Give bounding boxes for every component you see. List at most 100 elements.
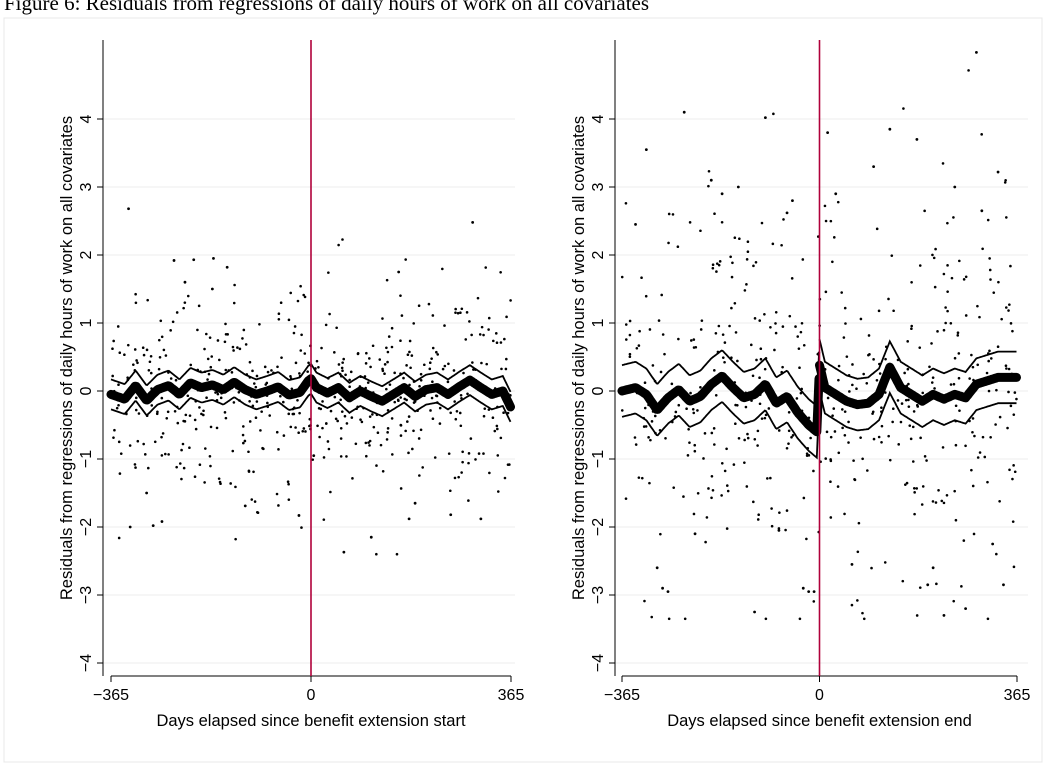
scatter-point (707, 169, 711, 173)
scatter-point (643, 599, 646, 603)
scatter-point (243, 439, 247, 443)
scatter-point (324, 323, 328, 327)
scatter-point (209, 464, 212, 468)
y-tick-label: −4 (78, 654, 95, 672)
scatter-point (180, 448, 183, 452)
scatter-point (683, 617, 687, 621)
y-tick-label: −2 (78, 518, 95, 536)
scatter-point (1011, 520, 1015, 523)
scatter-point (867, 334, 871, 337)
scatter-point (186, 394, 190, 398)
scatter-point (341, 238, 344, 241)
scatter-point (205, 332, 208, 336)
scatter-point (842, 336, 846, 339)
scatter-point (248, 399, 251, 403)
scatter-point (840, 291, 843, 294)
gridlines-right (615, 118, 1028, 664)
scatter-point (760, 221, 764, 225)
scatter-point (921, 391, 925, 395)
scatter-point (648, 328, 652, 331)
y-tick-label: −3 (590, 586, 607, 604)
scatter-point (367, 441, 370, 444)
scatter-point (691, 407, 695, 411)
scatter-point (930, 381, 934, 384)
scatter-point (393, 400, 397, 404)
scatter-point (843, 512, 846, 516)
scatter-point (971, 484, 975, 488)
scatter-point (788, 314, 792, 318)
scatter-point (327, 271, 330, 274)
scatter-point (946, 309, 949, 313)
scatter-point (207, 372, 211, 376)
scatter-point (408, 383, 411, 387)
scatter-point (386, 360, 389, 364)
scatter-point (763, 416, 767, 420)
scatter-point (757, 513, 760, 517)
scatter-point (855, 387, 858, 391)
scatter-point (980, 133, 983, 136)
scatter-point (715, 262, 719, 265)
ci-upper-line-post (818, 339, 1017, 380)
scatter-point (911, 460, 915, 463)
scatter-point (381, 469, 385, 473)
scatter-point (218, 358, 221, 362)
scatter-point (234, 485, 237, 489)
scatter-point (796, 335, 800, 338)
scatter-point (454, 311, 457, 314)
y-tick-label: 2 (78, 250, 95, 259)
scatter-point (1012, 565, 1016, 569)
scatter-point (964, 275, 968, 279)
scatter-point (413, 501, 417, 505)
scatter-point (710, 475, 714, 478)
scatter-point (962, 539, 966, 542)
scatter-point (117, 383, 120, 387)
scatter-point (859, 436, 862, 439)
scatter-point (758, 376, 761, 380)
scatter-point (145, 348, 149, 352)
scatter-point (912, 410, 916, 413)
scatter-point (743, 289, 747, 292)
scatter-point (504, 367, 508, 371)
scatter-point (408, 350, 411, 354)
scatter-point (378, 358, 382, 361)
scatter-point (891, 407, 895, 410)
x-axis-title: Days elapsed since benefit extension sta… (156, 712, 466, 730)
scatter-point (299, 284, 302, 288)
scatter-point (704, 540, 707, 544)
scatter-point (460, 307, 464, 311)
scatter-point (883, 561, 887, 564)
scatter-point (689, 391, 692, 395)
fitted-line-pre (106, 374, 315, 405)
scatter-point (294, 426, 297, 429)
scatter-point (297, 514, 301, 517)
y-tick-label: 1 (590, 318, 607, 327)
scatter-point (659, 532, 662, 536)
scatter-point (769, 325, 772, 329)
scatter-point (368, 444, 371, 447)
scatter-point (756, 444, 759, 447)
scatter-point (872, 437, 876, 441)
scatter-point (137, 412, 141, 415)
scatter-point (824, 219, 828, 223)
scatter-point (153, 440, 157, 444)
scatter-point (251, 404, 255, 408)
scatter-point (928, 365, 931, 369)
scatter-point (1000, 317, 1003, 321)
scatter-point (230, 371, 234, 374)
scatter-point (232, 401, 236, 404)
scatter-point (289, 291, 293, 295)
scatter-point (223, 340, 227, 344)
scatter-point (482, 333, 485, 337)
scatter-point (328, 312, 331, 316)
scatter-point (847, 441, 850, 444)
scatter-point (145, 491, 149, 495)
scatter-point (685, 407, 688, 410)
scatter-point (1013, 470, 1017, 474)
scatter-point (875, 378, 879, 382)
scatter-point (725, 484, 729, 487)
scatter-point (493, 429, 497, 433)
scatter-point (143, 453, 147, 456)
scatter-point (421, 466, 424, 469)
scatter-point (160, 520, 164, 523)
scatter-point (971, 417, 975, 420)
